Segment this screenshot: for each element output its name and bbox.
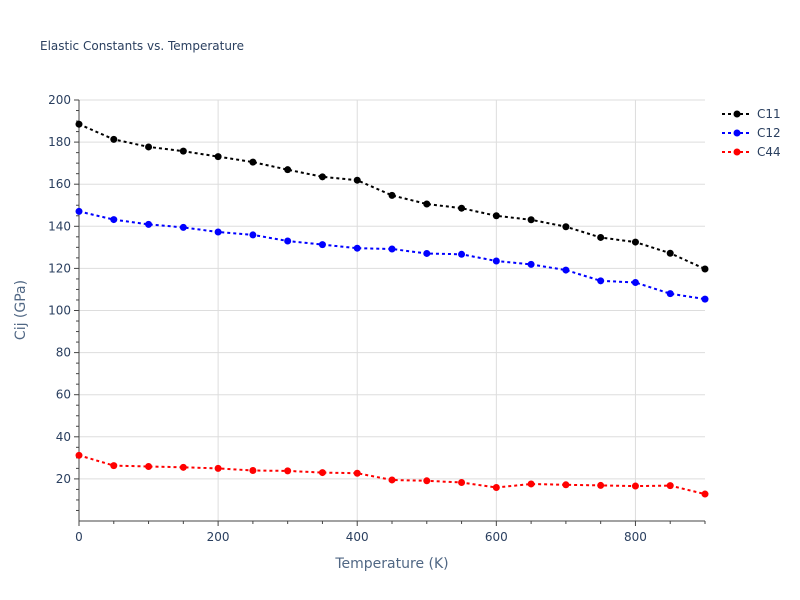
y-axis-title: Cij (GPa) xyxy=(13,280,29,340)
legend-marker xyxy=(733,148,741,156)
data-point-c44[interactable] xyxy=(214,464,222,472)
legend-item-c11[interactable]: C11 xyxy=(722,107,781,121)
data-point-c44[interactable] xyxy=(284,467,292,475)
legend-label: C12 xyxy=(757,126,781,140)
axes: 20 40 60 80 100 120 140 160 180 200 0 200 400 600 800 xyxy=(48,93,706,544)
data-point-c12[interactable] xyxy=(458,250,466,258)
y-tick-label: 180 xyxy=(48,135,71,149)
data-point-c12[interactable] xyxy=(284,237,292,245)
data-point-c12[interactable] xyxy=(631,279,639,287)
data-point-c44[interactable] xyxy=(353,469,361,477)
grid xyxy=(79,99,705,521)
data-point-c11[interactable] xyxy=(318,173,326,181)
data-point-c11[interactable] xyxy=(145,143,153,151)
data-point-c44[interactable] xyxy=(701,490,709,498)
data-point-c44[interactable] xyxy=(179,463,187,471)
legend-item-c44[interactable]: C44 xyxy=(722,145,781,159)
data-point-c44[interactable] xyxy=(666,482,674,490)
data-point-c11[interactable] xyxy=(492,212,500,220)
legend-item-c12[interactable]: C12 xyxy=(722,126,781,140)
data-point-c44[interactable] xyxy=(110,462,118,470)
y-tick-label: 160 xyxy=(48,177,71,191)
data-point-c12[interactable] xyxy=(214,228,222,236)
legend-marker xyxy=(733,129,741,137)
data-point-c11[interactable] xyxy=(179,147,187,155)
y-tick-label: 20 xyxy=(56,472,71,486)
data-point-c44[interactable] xyxy=(145,462,153,470)
data-point-c11[interactable] xyxy=(527,216,535,224)
data-point-c12[interactable] xyxy=(423,249,431,257)
x-axis-title: Temperature (K) xyxy=(334,556,448,572)
data-point-c11[interactable] xyxy=(597,233,605,241)
data-point-c12[interactable] xyxy=(249,231,257,239)
y-tick-label: 200 xyxy=(48,93,71,107)
data-point-c44[interactable] xyxy=(388,476,396,484)
data-point-c12[interactable] xyxy=(388,245,396,253)
data-point-c12[interactable] xyxy=(179,223,187,231)
data-point-c44[interactable] xyxy=(75,451,83,459)
data-point-c44[interactable] xyxy=(492,484,500,492)
legend[interactable]: C11 C12 C44 xyxy=(722,107,781,159)
data-point-c11[interactable] xyxy=(110,135,118,143)
y-tick-label: 40 xyxy=(56,430,71,444)
data-point-c12[interactable] xyxy=(145,220,153,228)
data-point-c11[interactable] xyxy=(666,249,674,257)
data-point-c44[interactable] xyxy=(562,481,570,489)
y-tick-label: 140 xyxy=(48,219,71,233)
data-point-c44[interactable] xyxy=(423,477,431,485)
data-point-c12[interactable] xyxy=(701,295,709,303)
legend-label: C11 xyxy=(757,107,781,121)
data-point-c44[interactable] xyxy=(318,469,326,477)
data-point-c12[interactable] xyxy=(527,260,535,268)
data-point-c12[interactable] xyxy=(75,207,83,215)
data-point-c11[interactable] xyxy=(284,166,292,174)
legend-label: C44 xyxy=(757,145,781,159)
y-tick-label: 100 xyxy=(48,304,71,318)
data-point-c11[interactable] xyxy=(388,191,396,199)
data-point-c11[interactable] xyxy=(249,158,257,166)
data-point-c11[interactable] xyxy=(214,153,222,161)
data-point-c11[interactable] xyxy=(75,120,83,128)
y-tick-label: 120 xyxy=(48,261,71,275)
series-layer xyxy=(75,120,709,498)
data-point-c12[interactable] xyxy=(666,290,674,298)
data-point-c11[interactable] xyxy=(562,223,570,231)
data-point-c44[interactable] xyxy=(597,481,605,489)
x-tick-label: 0 xyxy=(75,530,83,544)
data-point-c12[interactable] xyxy=(353,244,361,252)
legend-marker xyxy=(733,110,741,118)
data-point-c12[interactable] xyxy=(110,216,118,224)
data-point-c44[interactable] xyxy=(527,480,535,488)
data-point-c44[interactable] xyxy=(249,466,257,474)
chart-title: Elastic Constants vs. Temperature xyxy=(40,39,244,53)
y-tick-label: 60 xyxy=(56,388,71,402)
data-point-c12[interactable] xyxy=(492,257,500,265)
y-tick-label: 80 xyxy=(56,346,71,360)
data-point-c11[interactable] xyxy=(353,176,361,184)
data-point-c11[interactable] xyxy=(423,200,431,208)
data-point-c12[interactable] xyxy=(597,277,605,285)
data-point-c12[interactable] xyxy=(562,266,570,274)
x-tick-label: 200 xyxy=(207,530,230,544)
data-point-c11[interactable] xyxy=(701,265,709,273)
data-point-c12[interactable] xyxy=(318,241,326,249)
data-point-c11[interactable] xyxy=(631,238,639,246)
data-point-c11[interactable] xyxy=(458,204,466,212)
x-tick-label: 600 xyxy=(485,530,508,544)
data-point-c44[interactable] xyxy=(458,478,466,486)
data-point-c44[interactable] xyxy=(631,482,639,490)
x-tick-label: 800 xyxy=(624,530,647,544)
x-tick-label: 400 xyxy=(346,530,369,544)
